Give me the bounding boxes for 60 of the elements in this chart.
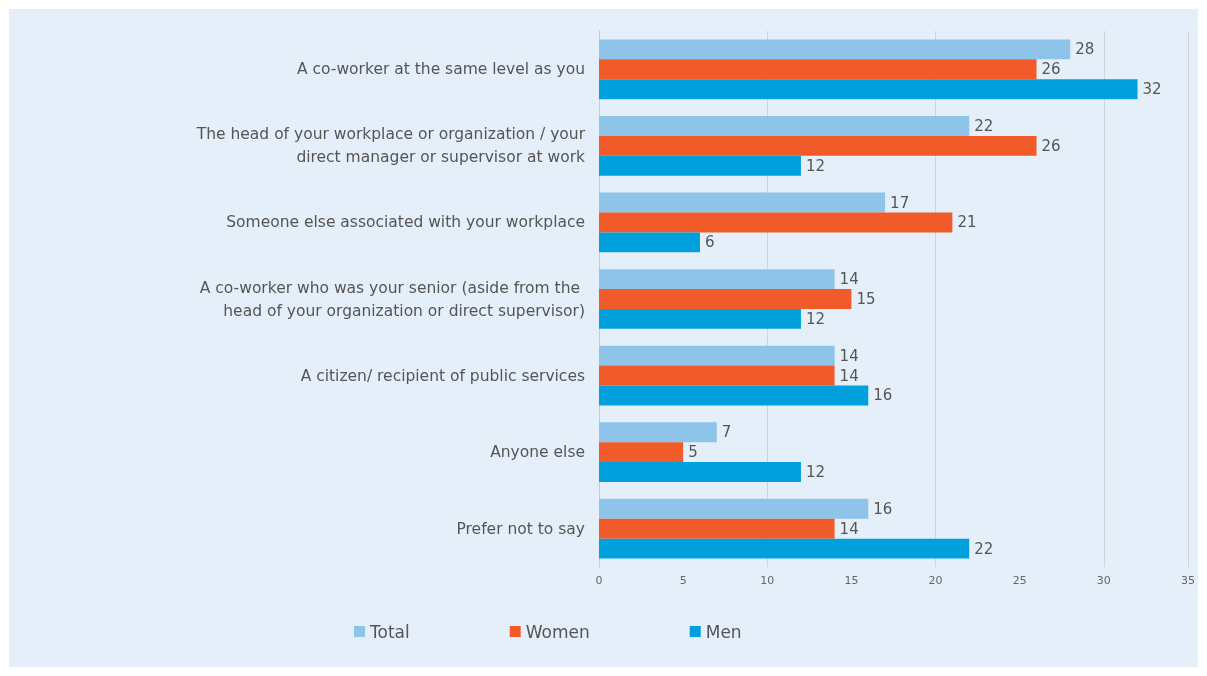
data-label: 26 bbox=[1041, 136, 1061, 155]
data-label: 12 bbox=[805, 309, 826, 328]
data-label: 14 bbox=[839, 346, 859, 365]
data-label: 22 bbox=[974, 539, 994, 558]
data-label: 22 bbox=[974, 116, 994, 135]
bar bbox=[599, 232, 700, 253]
bar bbox=[599, 345, 835, 366]
bar bbox=[599, 308, 801, 329]
data-label: 15 bbox=[856, 290, 876, 308]
x-tick-label: 20 bbox=[928, 574, 943, 587]
data-label: 14 bbox=[839, 270, 859, 289]
data-label: 14 bbox=[839, 519, 859, 538]
x-tick-label: 30 bbox=[1096, 574, 1111, 587]
bar bbox=[599, 115, 970, 136]
data-label: 28 bbox=[1075, 40, 1095, 59]
data-label: 7 bbox=[721, 423, 732, 442]
bar bbox=[599, 39, 1071, 60]
legend-label: Women bbox=[525, 621, 590, 642]
data-label: 6 bbox=[704, 233, 715, 252]
bar bbox=[599, 422, 717, 443]
bar bbox=[599, 462, 801, 483]
y-tick-label: Someone else associated with your workplace bbox=[226, 213, 585, 232]
bar bbox=[599, 155, 801, 176]
y-tick-label: Prefer not to say bbox=[456, 519, 585, 538]
data-label: 12 bbox=[805, 156, 826, 175]
y-tick-label: A co-worker who was your senior (aside from the head of your organization or direct supervisor) bbox=[199, 278, 585, 320]
y-tick-label: The head of your workplace or organization / your direct manager or supervisor at work bbox=[195, 125, 586, 167]
data-label: 5 bbox=[688, 443, 698, 462]
bar bbox=[599, 59, 1037, 80]
x-tick-label: 15 bbox=[844, 574, 859, 587]
bar bbox=[599, 518, 835, 539]
x-tick-label: 25 bbox=[1012, 574, 1027, 587]
y-tick-label: Anyone else bbox=[490, 443, 585, 462]
bar bbox=[599, 498, 869, 519]
bar bbox=[599, 192, 886, 213]
bar bbox=[599, 442, 684, 463]
data-label: 16 bbox=[873, 386, 893, 405]
bar bbox=[599, 385, 869, 406]
data-label: 14 bbox=[839, 366, 859, 385]
bar bbox=[599, 135, 1037, 156]
bar bbox=[599, 538, 970, 559]
bar bbox=[599, 365, 835, 386]
data-label: 32 bbox=[1142, 80, 1162, 99]
bar bbox=[599, 79, 1138, 100]
x-tick-label: 35 bbox=[1181, 574, 1195, 587]
x-tick-label: 0 bbox=[595, 574, 603, 587]
bar bbox=[599, 212, 953, 233]
bar bbox=[599, 289, 852, 309]
legend-label: Men bbox=[705, 621, 742, 642]
y-tick-label: A citizen/ recipient of public services bbox=[300, 366, 585, 385]
data-label: 16 bbox=[873, 499, 893, 518]
data-label: 26 bbox=[1041, 60, 1061, 79]
legend-label: Total bbox=[369, 621, 410, 642]
y-tick-label: A co-worker at the same level as you bbox=[297, 60, 585, 79]
data-label: 17 bbox=[890, 193, 910, 212]
bar bbox=[599, 269, 835, 290]
data-label: 21 bbox=[957, 213, 977, 232]
data-label: 12 bbox=[805, 463, 826, 482]
x-tick-label: 10 bbox=[760, 574, 775, 587]
x-tick-label: 5 bbox=[679, 574, 687, 587]
